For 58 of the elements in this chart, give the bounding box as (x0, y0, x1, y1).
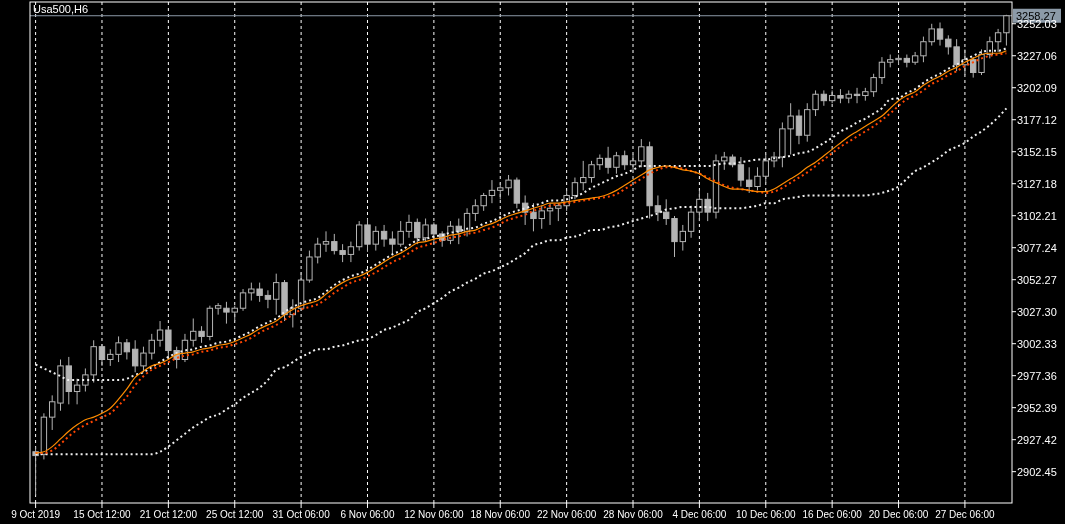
y-tick-label: 3102.21 (1017, 209, 1057, 222)
candlestick (737, 156, 745, 188)
candlestick (488, 179, 496, 204)
x-tick-label: 25 Oct 12:00 (206, 509, 264, 520)
x-tick-label: 6 Nov 06:00 (340, 509, 395, 520)
x-tick-label: 20 Dec 06:00 (868, 509, 929, 520)
x-tick-label: 31 Oct 06:00 (272, 509, 331, 520)
y-tick-label: 2977.36 (1017, 369, 1057, 382)
candlestick (322, 230, 330, 253)
candlestick (239, 288, 247, 312)
candlestick (156, 320, 164, 348)
candlestick (405, 214, 413, 239)
x-tick-label: 9 Oct 2019 (11, 509, 61, 520)
candlestick (430, 221, 438, 245)
candlestick (770, 151, 778, 168)
y-tick-label: 3227.06 (1017, 49, 1057, 62)
y-tick-label: 2902.45 (1017, 465, 1057, 478)
x-tick-label: 28 Nov 06:00 (603, 509, 664, 520)
candlestick (347, 241, 355, 263)
x-tick-label: 27 Dec 06:00 (935, 509, 996, 520)
y-tick-label: 3052.27 (1017, 273, 1057, 286)
x-tick-label: 18 Nov 06:00 (470, 509, 531, 520)
y-tick-label: 3177.12 (1017, 113, 1057, 126)
candlestick (73, 378, 81, 405)
candlestick (878, 56, 886, 85)
candlestick (98, 343, 106, 367)
candlestick (795, 109, 803, 145)
chart-title: Usa500,H6 (33, 3, 89, 15)
x-tick-label: 4 Dec 06:00 (672, 509, 727, 520)
candlestick (604, 146, 612, 175)
candlestick (936, 22, 944, 47)
x-tick-label: 10 Dec 06:00 (736, 509, 796, 520)
x-tick-label: 22 Nov 06:00 (536, 509, 597, 520)
candlestick (1003, 14, 1010, 47)
candlestick (380, 224, 388, 248)
candlestick (123, 338, 131, 360)
y-tick-label: 3202.09 (1017, 81, 1057, 94)
y-tick-label: 2952.39 (1017, 401, 1057, 414)
y-tick-label: 3077.24 (1017, 241, 1057, 254)
y-tick-label: 3152.15 (1017, 145, 1057, 158)
y-tick-label: 3002.33 (1017, 337, 1057, 350)
x-tick-label: 16 Dec 06:00 (802, 509, 863, 520)
y-tick-label: 3127.18 (1017, 177, 1057, 190)
x-tick-label: 12 Nov 06:00 (404, 509, 465, 520)
candlestick (654, 194, 662, 222)
candlestick (214, 302, 222, 316)
x-tick-label: 21 Oct 12:00 (139, 509, 198, 520)
candlestick (687, 205, 695, 239)
y-tick-label: 2927.42 (1017, 433, 1057, 446)
candlestick (994, 28, 1002, 53)
candlestick (629, 153, 637, 171)
y-tick-label: 3027.30 (1017, 305, 1057, 318)
candlestick (513, 177, 521, 209)
candlestick (571, 177, 579, 200)
candlestick (546, 202, 554, 226)
candlestick (820, 89, 828, 107)
candlestick (264, 289, 272, 309)
x-tick-label: 15 Oct 12:00 (73, 509, 132, 520)
